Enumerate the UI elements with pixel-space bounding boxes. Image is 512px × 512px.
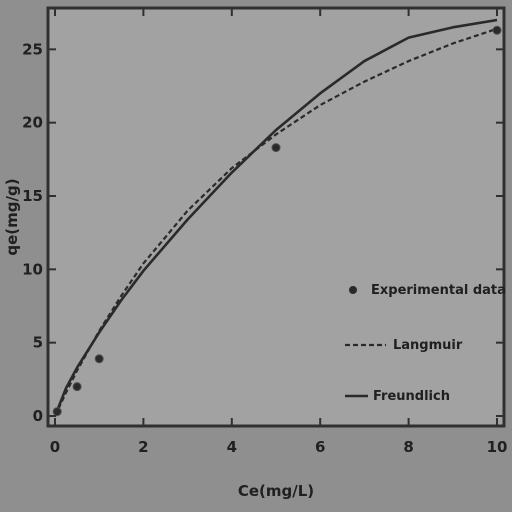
y-tick-label: 10 xyxy=(22,260,43,278)
y-axis-ticks: 0 5 10 15 20 25 xyxy=(22,40,504,425)
x-tick-label: 0 xyxy=(50,438,60,456)
x-axis-ticks: 0 2 4 6 8 10 xyxy=(50,8,508,456)
y-tick-label: 25 xyxy=(22,40,43,58)
plot-area xyxy=(46,6,506,428)
points-layer xyxy=(52,25,502,417)
data-point xyxy=(492,25,502,35)
x-tick-label: 8 xyxy=(403,438,413,456)
legend-label-experimental: Experimental data xyxy=(371,283,506,298)
y-axis-label: qe(mg/g) xyxy=(3,178,21,255)
series-line-freundlich xyxy=(53,18,498,417)
x-tick-label: 4 xyxy=(227,438,237,456)
data-point xyxy=(52,407,62,417)
legend: Experimental data Langmuir Freundlich xyxy=(345,283,506,404)
x-axis-label: Ce(mg/L) xyxy=(238,482,314,500)
data-point xyxy=(72,382,82,392)
series-layer xyxy=(53,18,498,417)
legend-marker-experimental xyxy=(349,286,357,294)
legend-label-freundlich: Freundlich xyxy=(373,389,450,404)
y-tick-label: 20 xyxy=(22,114,43,132)
x-tick-label: 2 xyxy=(138,438,148,456)
y-tick-label: 0 xyxy=(33,407,43,425)
x-tick-label: 6 xyxy=(315,438,325,456)
y-tick-label: 15 xyxy=(22,187,43,205)
data-point xyxy=(271,143,281,153)
data-point xyxy=(94,354,104,364)
legend-label-langmuir: Langmuir xyxy=(393,338,463,353)
y-tick-label: 5 xyxy=(33,334,43,352)
x-tick-label: 10 xyxy=(487,438,508,456)
